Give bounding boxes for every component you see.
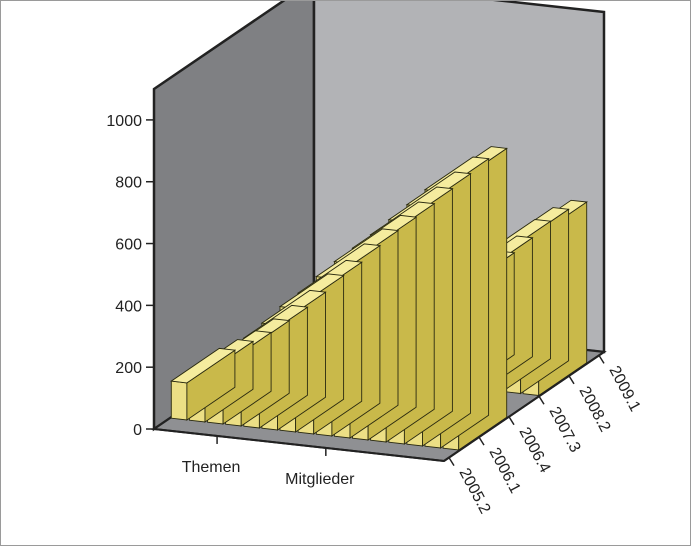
x-tick-label: 2005.2 — [455, 465, 493, 516]
y-tick-label: 800 — [115, 175, 142, 192]
y-tick-label: 0 — [133, 422, 142, 439]
x-tick-label: 2009.1 — [605, 363, 643, 414]
y-tick-label: 400 — [115, 298, 142, 315]
y-tick-label: 600 — [115, 237, 142, 254]
x-tick-label: 2008.2 — [575, 384, 613, 435]
z-axis-line — [443, 351, 605, 462]
series-label-mitglieder: Mitglieder — [285, 471, 355, 488]
bar-themen-2005.2 — [170, 347, 237, 421]
y-tick-label: 200 — [115, 360, 142, 377]
x-axis-line — [153, 428, 445, 462]
x-tick — [598, 355, 605, 364]
x-tick — [538, 395, 545, 405]
x-tick-label: 2006.1 — [486, 445, 524, 496]
y-tick-label: 1000 — [106, 113, 142, 130]
bar-face — [170, 380, 188, 421]
bars-group — [170, 146, 588, 451]
bar-top — [170, 347, 237, 384]
x-tick — [478, 436, 485, 446]
x-tick-label: 2007.3 — [545, 404, 583, 455]
x-tick — [568, 375, 575, 385]
x-tick — [448, 457, 455, 466]
x-tick-label: 2006.4 — [515, 425, 553, 476]
series-label-themen: Themen — [182, 459, 241, 476]
x-tick — [508, 416, 515, 426]
